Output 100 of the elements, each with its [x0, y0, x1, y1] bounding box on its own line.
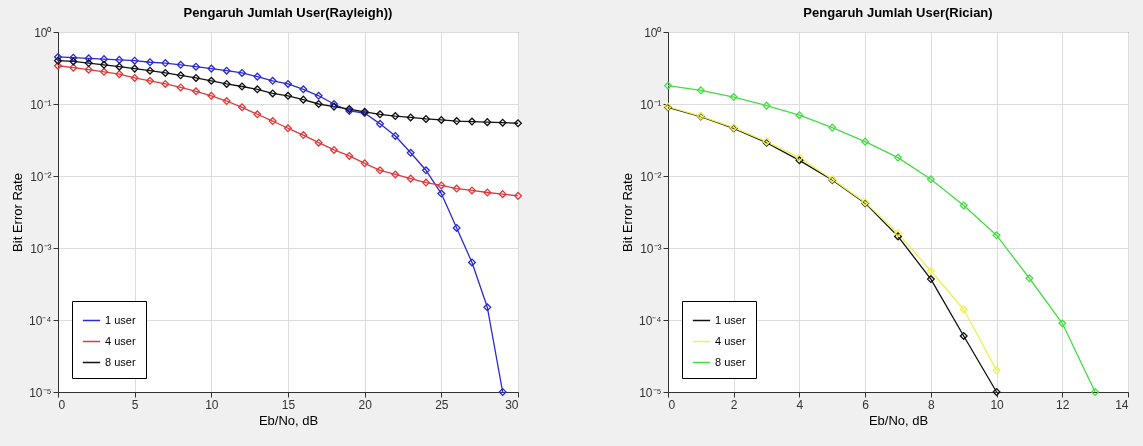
point — [468, 117, 476, 126]
point — [828, 123, 837, 132]
x-tick-label: 12 — [1056, 397, 1070, 412]
point — [222, 97, 231, 106]
point — [406, 148, 415, 157]
point — [176, 83, 185, 92]
x-tick-label: 4 — [796, 397, 804, 412]
point — [926, 266, 935, 275]
point — [452, 223, 461, 232]
y-tick-label: 10⁰ — [34, 25, 52, 40]
point — [437, 115, 446, 124]
point — [483, 118, 492, 127]
y-tick-label: 10⁻⁴ — [28, 313, 52, 328]
point — [161, 59, 170, 68]
point — [926, 175, 935, 184]
point — [253, 85, 262, 94]
point — [176, 60, 185, 69]
point — [422, 166, 430, 175]
point — [314, 100, 323, 108]
point — [406, 113, 415, 122]
point — [192, 73, 200, 82]
point — [795, 111, 804, 120]
y-tick-label: 10⁻¹ — [640, 97, 662, 112]
y-tick-label: 10⁻³ — [640, 241, 662, 256]
point — [452, 184, 461, 193]
point — [161, 68, 170, 77]
point — [391, 170, 400, 179]
chart-title: Pengaruh Jumlah User(Rayleigh)) — [183, 5, 393, 20]
point — [360, 159, 369, 168]
point — [268, 76, 277, 85]
point — [207, 76, 216, 85]
x-tick-label: 25 — [435, 397, 449, 412]
x-tick-label: 10 — [990, 397, 1005, 412]
point — [514, 191, 522, 200]
point — [84, 65, 93, 74]
x-tick-label: 15 — [281, 397, 296, 412]
point — [894, 153, 902, 162]
point — [176, 71, 185, 80]
point — [222, 66, 231, 75]
point — [1025, 274, 1034, 283]
point — [299, 131, 308, 140]
point — [498, 388, 507, 396]
x-tick-label: 5 — [131, 397, 139, 412]
point — [69, 57, 78, 66]
y-tick-label: 10⁻² — [640, 169, 662, 184]
point — [130, 56, 139, 65]
point — [115, 70, 124, 79]
point — [437, 181, 446, 190]
x-tick-label: 6 — [862, 397, 870, 412]
y-tick-label: 10⁻⁵ — [29, 385, 52, 400]
point — [959, 305, 968, 314]
x-tick-label: 10 — [205, 397, 219, 412]
point — [437, 189, 446, 198]
point — [1091, 388, 1100, 396]
y-tick-label: 10⁻⁵ — [639, 385, 662, 400]
point — [100, 67, 108, 76]
point — [268, 117, 277, 126]
x-tick-label: 14 — [1115, 397, 1129, 412]
point — [483, 188, 492, 197]
point — [452, 117, 461, 126]
y-tick-label: 10⁻⁴ — [638, 313, 662, 328]
point — [54, 52, 62, 61]
point — [192, 87, 200, 96]
point — [483, 303, 492, 312]
point — [100, 60, 108, 69]
legend-label: 4 user — [105, 334, 136, 347]
point — [498, 118, 507, 127]
point — [69, 53, 78, 62]
x-axis-title: Eb/No, dB — [868, 412, 929, 428]
legend-label: 1 user — [715, 313, 746, 326]
point — [130, 73, 139, 82]
point — [959, 331, 968, 340]
point — [268, 89, 277, 98]
point — [84, 59, 93, 68]
point — [161, 79, 170, 88]
point — [314, 138, 323, 147]
point — [115, 55, 124, 64]
point — [422, 178, 430, 187]
legend-label: 4 user — [715, 334, 746, 347]
point — [284, 91, 292, 100]
x-axis-title: Eb/No, dB — [258, 412, 319, 428]
point — [514, 119, 522, 128]
legend-label: 8 user — [105, 355, 136, 368]
point — [130, 64, 139, 73]
point — [54, 56, 62, 65]
point — [253, 72, 262, 81]
y-tick-label: 10⁻³ — [30, 241, 52, 256]
point — [345, 151, 354, 160]
point — [422, 114, 430, 123]
point — [115, 62, 124, 71]
point — [238, 68, 246, 77]
point — [222, 79, 231, 88]
point — [391, 131, 400, 140]
point — [284, 79, 292, 88]
point — [299, 85, 308, 94]
point — [192, 62, 200, 71]
point — [69, 63, 78, 72]
y-tick-label: 10⁰ — [644, 25, 662, 40]
point — [376, 119, 384, 128]
point — [391, 112, 400, 121]
